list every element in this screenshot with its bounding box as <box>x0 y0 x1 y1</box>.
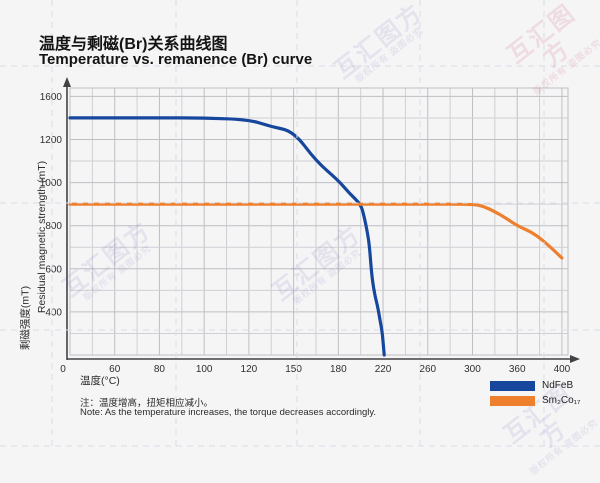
origin-tick-label: 0 <box>60 364 66 375</box>
y-tick-label: 1600 <box>40 92 63 103</box>
x-tick-label: 220 <box>375 364 392 375</box>
y-tick-label: 400 <box>45 307 62 318</box>
x-tick-label: 180 <box>330 364 347 375</box>
y-tick-label: 1200 <box>40 135 63 146</box>
x-tick-label: 360 <box>509 364 526 375</box>
series-curve-sm2co17 <box>68 202 564 260</box>
x-tick-label: 100 <box>196 364 213 375</box>
x-tick-label: 60 <box>109 364 121 375</box>
chart-canvas: 0 60 80 100 120 150 180 220 260 300 360 400 400 600 80… <box>40 77 580 375</box>
y-tick-label: 800 <box>45 221 62 232</box>
y-tick-label: 1000 <box>40 178 63 189</box>
x-tick-label: 80 <box>154 364 166 375</box>
plot-border <box>69 87 569 356</box>
x-tick-label: 300 <box>464 364 481 375</box>
y-tick-label: 600 <box>45 264 62 275</box>
x-axis-arrow <box>570 355 580 363</box>
y-axis-arrow <box>63 77 71 87</box>
x-tick-label: 400 <box>554 364 571 375</box>
series-curve-ndfeb <box>68 116 386 357</box>
x-tick-label: 260 <box>419 364 436 375</box>
x-tick-label: 120 <box>241 364 258 375</box>
x-tick-label: 150 <box>285 364 302 375</box>
